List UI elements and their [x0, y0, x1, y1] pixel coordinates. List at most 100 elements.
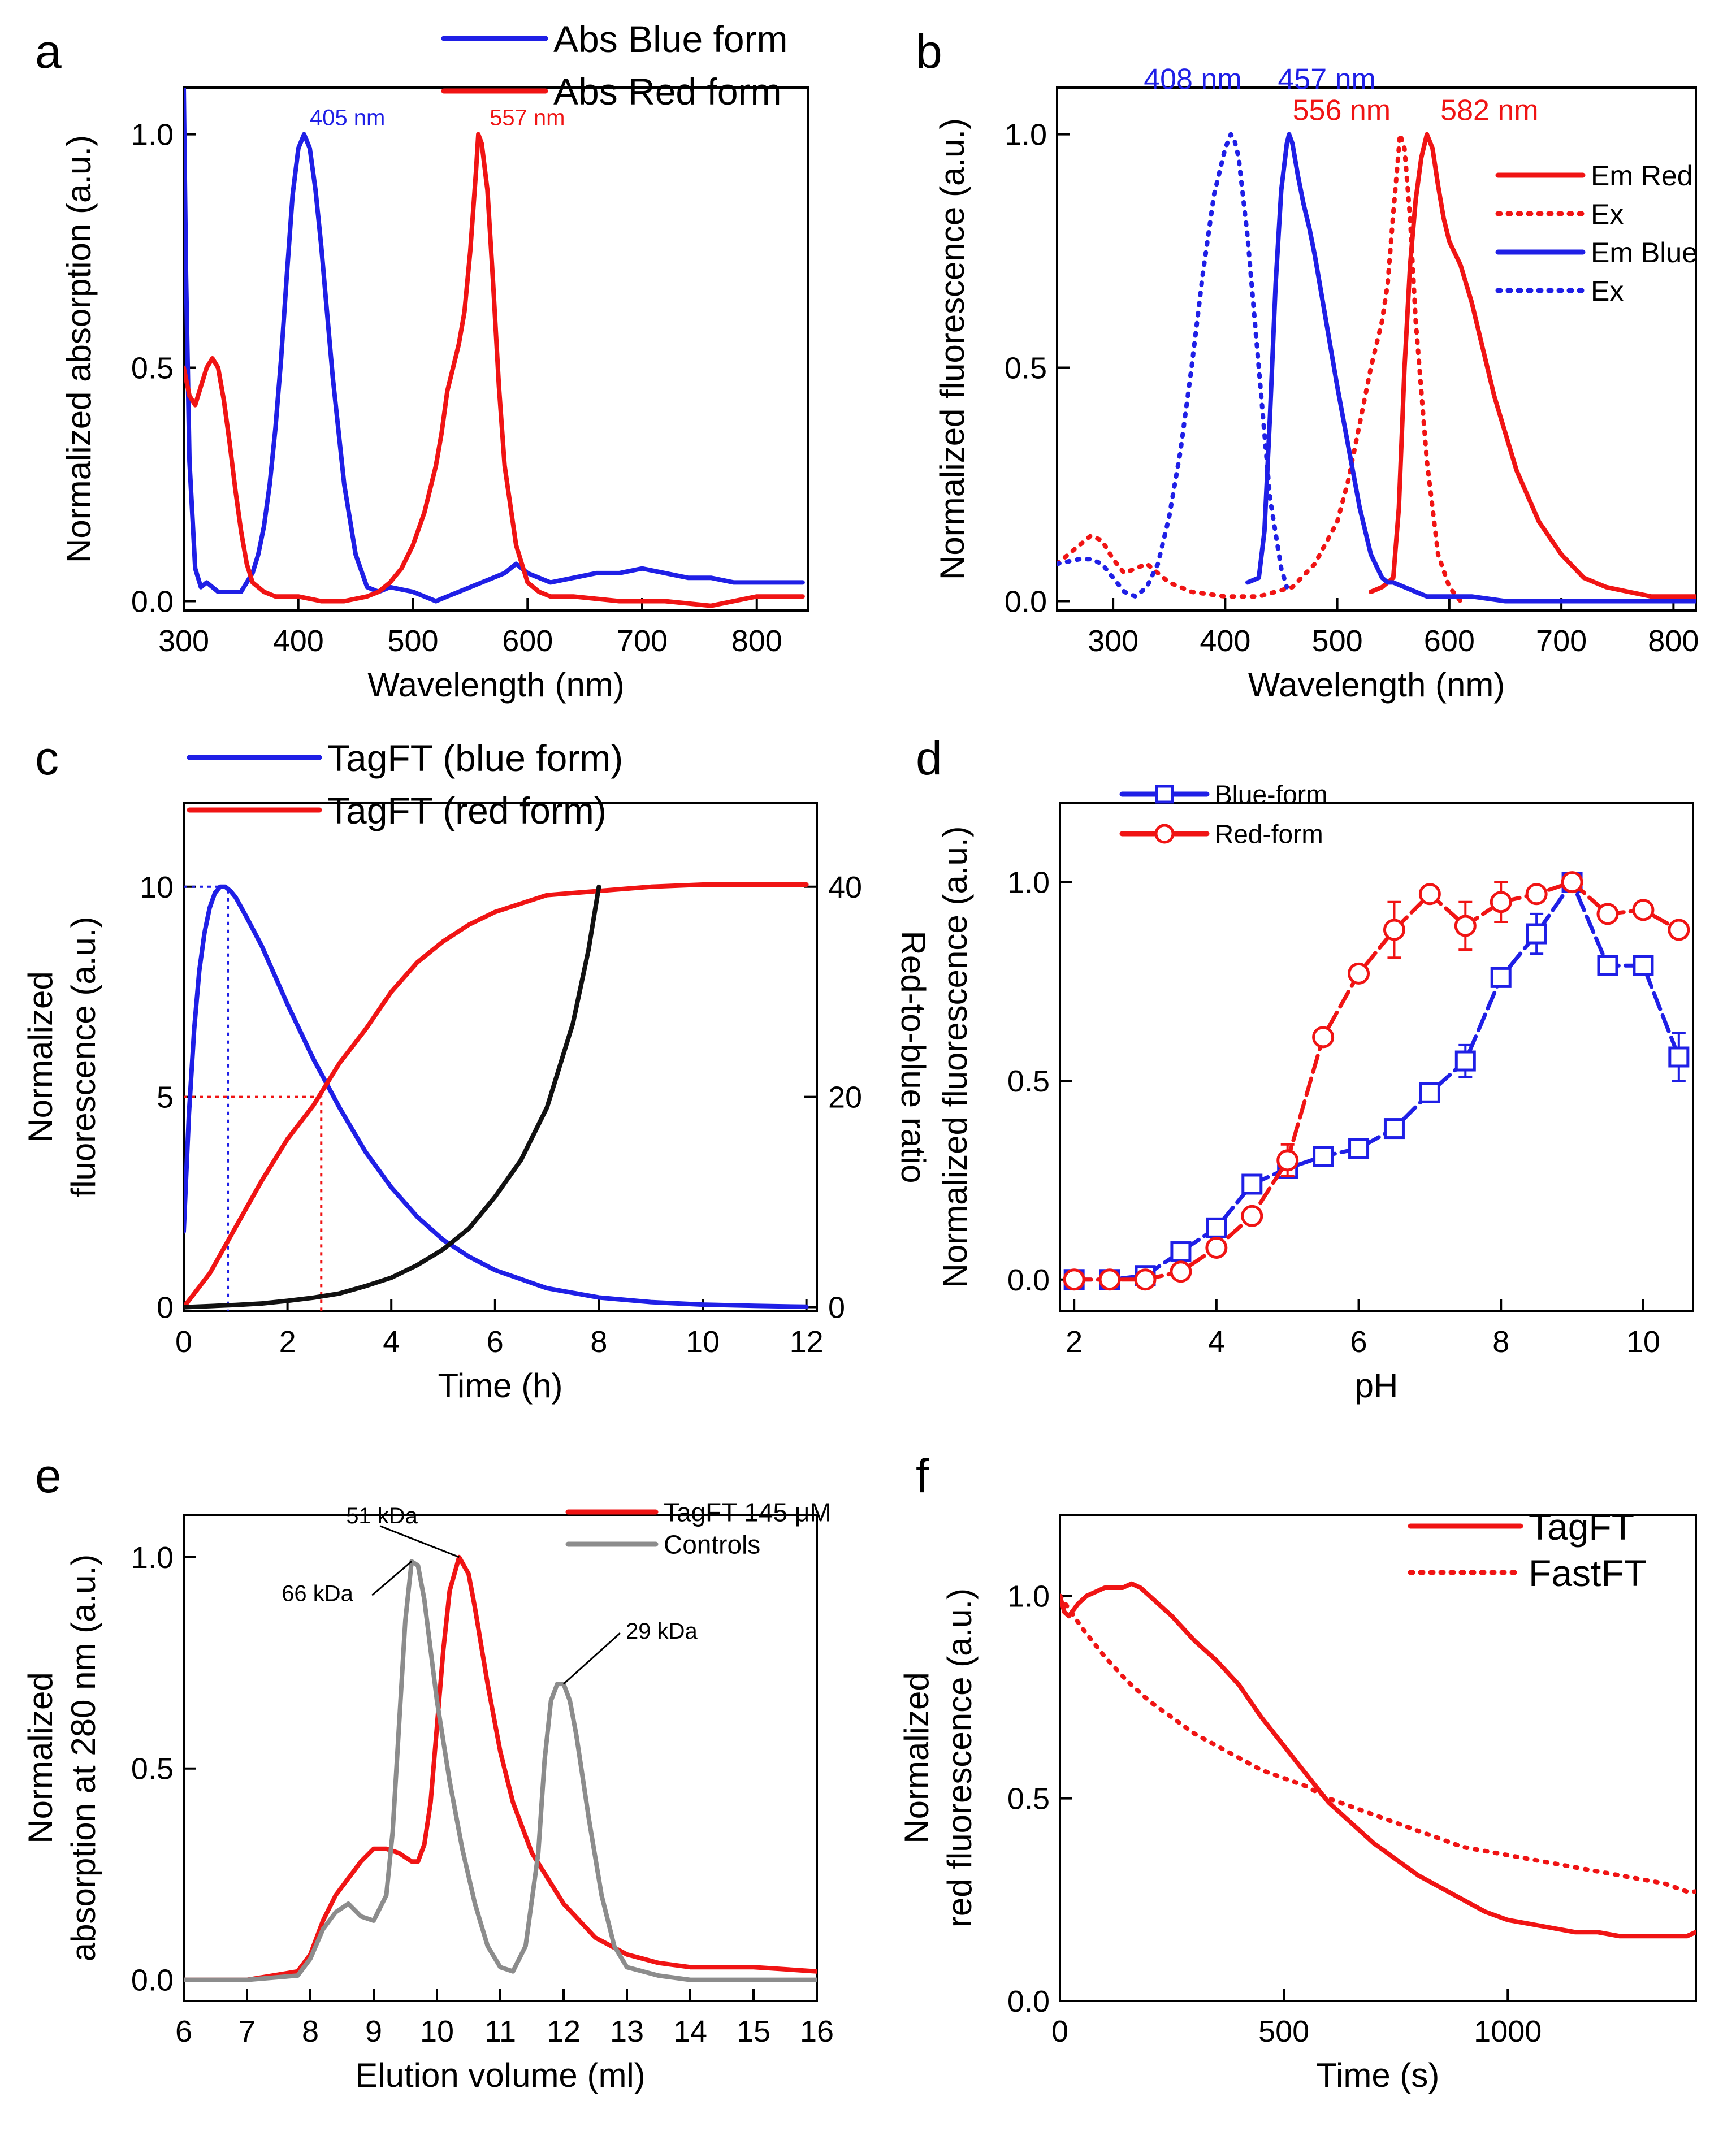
data-point-red-form [1276, 1149, 1299, 1172]
data-point-red-form [1454, 915, 1477, 937]
x-tick-label: 700 [1536, 624, 1587, 658]
legend-label-ex: Ex [1591, 275, 1624, 307]
x-axis-label: Wavelength (nm) [1248, 666, 1505, 704]
data-point-red-form [1241, 1205, 1263, 1227]
x-tick-label: 11 [484, 2015, 516, 2048]
x-axis-label: Wavelength (nm) [367, 666, 625, 704]
plot-frame [1056, 86, 1697, 612]
x-tick-label: 6 [175, 2015, 192, 2048]
guide-line [184, 885, 230, 1311]
series-line-tagft-red-form [184, 882, 809, 1310]
x-tick-label: 0 [1051, 2015, 1068, 2048]
x-tick-label: 600 [1424, 624, 1475, 658]
y-tick-label: 10 [140, 870, 174, 904]
data-point-red-form [1312, 1026, 1335, 1049]
panel-letter-d: d [916, 731, 942, 785]
y-axis-label: Normalized red fluorescence (a.u.) [898, 1588, 979, 1927]
y-tick-label: 0.5 [131, 352, 174, 385]
y2-axis-label: Red-to-blue ratio [894, 931, 932, 1184]
legend-marker [1155, 785, 1174, 804]
annotation-label: 29 kDa [626, 1619, 698, 1644]
data-point-red-form [1134, 1268, 1157, 1291]
annotation-label: 582 nm [1440, 94, 1538, 127]
y-tick-label: 0.5 [1007, 1064, 1050, 1098]
x-tick-label: 300 [1088, 624, 1138, 658]
y-tick-label: 0.0 [1007, 1985, 1050, 2018]
data-point-blue-form [1348, 1138, 1370, 1159]
x-tick-label: 7 [239, 2015, 256, 2048]
y2-tick-label: 40 [828, 870, 862, 904]
x-tick-label: 500 [1312, 624, 1363, 658]
y2-tick-label: 0 [828, 1291, 845, 1325]
panel-letter-e: e [35, 1449, 62, 1502]
series-line-abs-blue-form [184, 88, 805, 604]
x-axis-label: Time (h) [438, 1367, 562, 1405]
annotation-label: 408 nm [1144, 63, 1241, 96]
data-point-blue-form [1490, 967, 1512, 988]
x-tick-label: 0 [175, 1325, 192, 1359]
y2-tick-label: 20 [828, 1081, 862, 1115]
data-point-blue-form [1383, 1118, 1405, 1140]
series-line-blue-form [1072, 880, 1681, 1282]
x-tick-label: 10 [420, 2015, 454, 2048]
data-point-red-form [1205, 1237, 1228, 1259]
legend: TagFT 145 μM Controls [565, 1498, 832, 1559]
data-point-blue-form [1206, 1217, 1227, 1238]
series-line-tagft-blue-form [184, 884, 809, 1309]
legend: TagFT (blue form) TagFT (red form) [187, 737, 623, 831]
y-tick-label: 0.5 [1005, 352, 1047, 385]
x-tick-label: 800 [1648, 624, 1699, 658]
y-axis-label: Normalized fluorescence (a.u.) [933, 118, 971, 580]
plot-frame [183, 802, 818, 1312]
series-line-fastft-dotted [1060, 1593, 1696, 1894]
x-tick-label: 8 [590, 1325, 607, 1359]
x-tick-label: 10 [686, 1325, 720, 1359]
x-tick-label: 1000 [1474, 2015, 1542, 2048]
y-tick-label: 0.5 [131, 1752, 174, 1786]
legend-label-tagft-red-form: TagFT (red form) [327, 790, 607, 831]
series-line-ex-dotted [1057, 132, 1463, 604]
y-tick-label: 0.0 [1007, 1263, 1050, 1297]
x-tick-label: 2 [1066, 1325, 1083, 1359]
panel-letter-a: a [35, 25, 62, 78]
chart-a: 300 400 500 600 700 800 0.0 0.5 1.0 Wavelength (n… [60, 18, 809, 704]
x-tick-label: 8 [302, 2015, 319, 2048]
annotation-label: 457 nm [1278, 63, 1375, 96]
plot-frame [1059, 802, 1694, 1312]
legend: Blue-form Red-form [1119, 780, 1327, 849]
y-tick-label: 1.0 [1005, 118, 1047, 152]
data-point-red-form [1525, 883, 1548, 906]
x-axis-label: Time (s) [1317, 2056, 1440, 2094]
x-tick-label: 2 [279, 1325, 296, 1359]
data-point-red-form [1170, 1260, 1192, 1283]
annotation-label: 66 kDa [282, 1581, 353, 1606]
series-line-abs-red-form [184, 132, 805, 608]
x-tick-label: 13 [610, 2015, 644, 2048]
legend: Abs Blue form Abs Red form [441, 18, 788, 112]
y-axis-label: Normalized fluorescence (a.u.) [936, 826, 974, 1288]
x-tick-label: 9 [365, 2015, 382, 2048]
x-tick-label: 4 [383, 1325, 400, 1359]
data-point-red-form [1668, 919, 1690, 941]
legend-label-fastft: FastFT [1529, 1552, 1647, 1594]
legend-label-tagft-145-m: TagFT 145 μM [664, 1498, 832, 1527]
data-point-blue-form [1668, 1046, 1690, 1068]
legend-label-em-blue: Em Blue [1591, 237, 1698, 268]
annotation-leader [371, 1561, 413, 1596]
panel-letter-b: b [916, 25, 942, 78]
data-point-blue-form [1633, 955, 1654, 976]
data-point-red-form [1632, 899, 1655, 921]
series-line-em-blue [1245, 132, 1696, 604]
series-line-tagft [1060, 1581, 1696, 1939]
x-tick-label: 500 [1258, 2015, 1309, 2048]
data-point-blue-form [1454, 1050, 1476, 1072]
x-axis-label: pH [1355, 1367, 1399, 1405]
x-tick-label: 300 [158, 624, 209, 658]
series-line-controls [184, 1559, 817, 1982]
y-tick-label: 1.0 [131, 118, 174, 152]
y-axis-label: Normalized fluorescence (a.u.) [21, 917, 102, 1198]
x-tick-label: 15 [737, 2015, 770, 2048]
series-line-red-form [1072, 880, 1681, 1282]
x-tick-label: 700 [617, 624, 668, 658]
